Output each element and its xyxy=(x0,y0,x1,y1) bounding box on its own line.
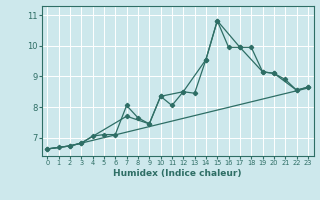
X-axis label: Humidex (Indice chaleur): Humidex (Indice chaleur) xyxy=(113,169,242,178)
